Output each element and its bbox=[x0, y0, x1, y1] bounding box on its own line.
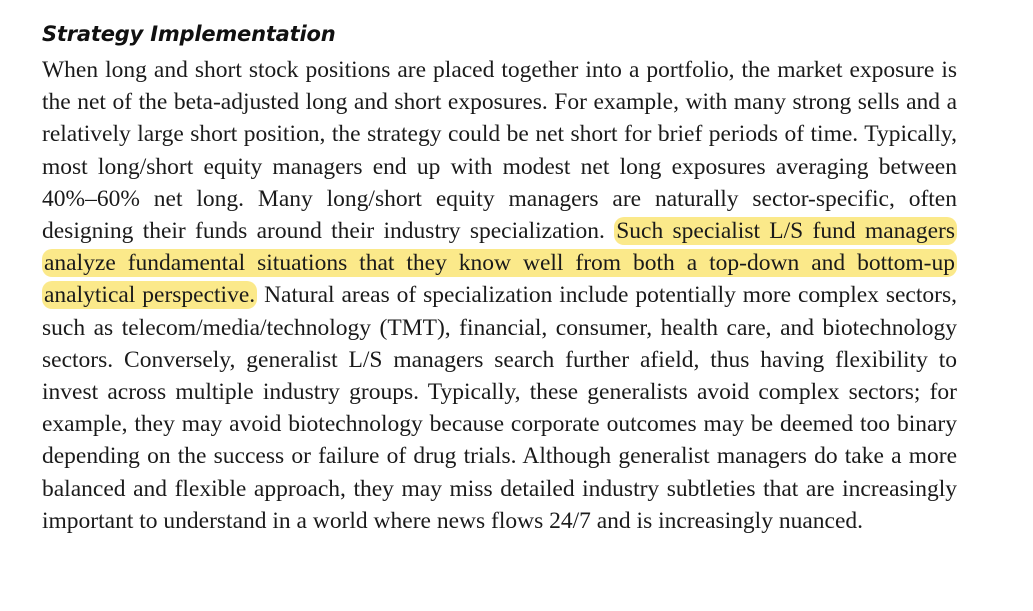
section-heading: Strategy Implementation bbox=[42, 22, 336, 46]
document-page: Strategy Implementation When long and sh… bbox=[42, 18, 957, 537]
body-paragraph: When long and short stock positions are … bbox=[42, 54, 957, 537]
paragraph-text-after-highlight: Natural areas of specialization include … bbox=[42, 282, 957, 534]
paragraph-text-before-highlight: When long and short stock positions are … bbox=[42, 57, 957, 245]
